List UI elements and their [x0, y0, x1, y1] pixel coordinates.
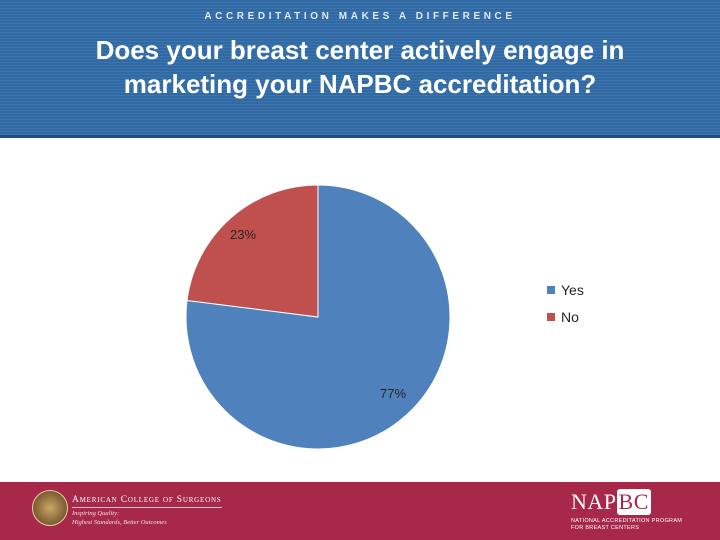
pie-chart: 77% 23% Yes No [185, 184, 584, 450]
pie-slice-no [186, 184, 319, 318]
napbc-subtitle-2: FOR BREAST CENTERS [571, 525, 640, 531]
slide-title-line1: Does your breast center actively engage … [95, 35, 625, 65]
legend-label-no: No [561, 309, 579, 325]
acs-name: American College of Surgeons [72, 495, 222, 508]
napbc-logo: NAPBC [571, 489, 651, 515]
legend-swatch-yes [547, 286, 555, 294]
acs-tagline-1: Inspiring Quality: [72, 510, 120, 517]
header-tagline: ACCREDITATION MAKES A DIFFERENCE [204, 11, 516, 22]
napbc-subtitle-1: NATIONAL ACCREDITATION PROGRAM [571, 518, 683, 524]
napbc-logo-bc: BC [616, 489, 651, 515]
acs-seal-icon [32, 490, 68, 526]
header-divider [0, 135, 720, 138]
slide-title: Does your breast center actively engage … [40, 33, 680, 101]
footer-banner: American College of Surgeons Inspiring Q… [0, 482, 720, 540]
acs-tagline-2: Highest Standards, Better Outcomes [72, 519, 167, 526]
data-label-no: 23% [230, 227, 256, 242]
header-banner: ACCREDITATION MAKES A DIFFERENCE Does yo… [0, 0, 720, 135]
napbc-logo-nap: NAP [571, 489, 617, 514]
legend-label-yes: Yes [561, 282, 584, 298]
slide-title-line2: marketing your NAPBC accreditation? [123, 69, 597, 99]
data-label-yes: 77% [380, 386, 406, 401]
legend-swatch-no [547, 313, 555, 321]
